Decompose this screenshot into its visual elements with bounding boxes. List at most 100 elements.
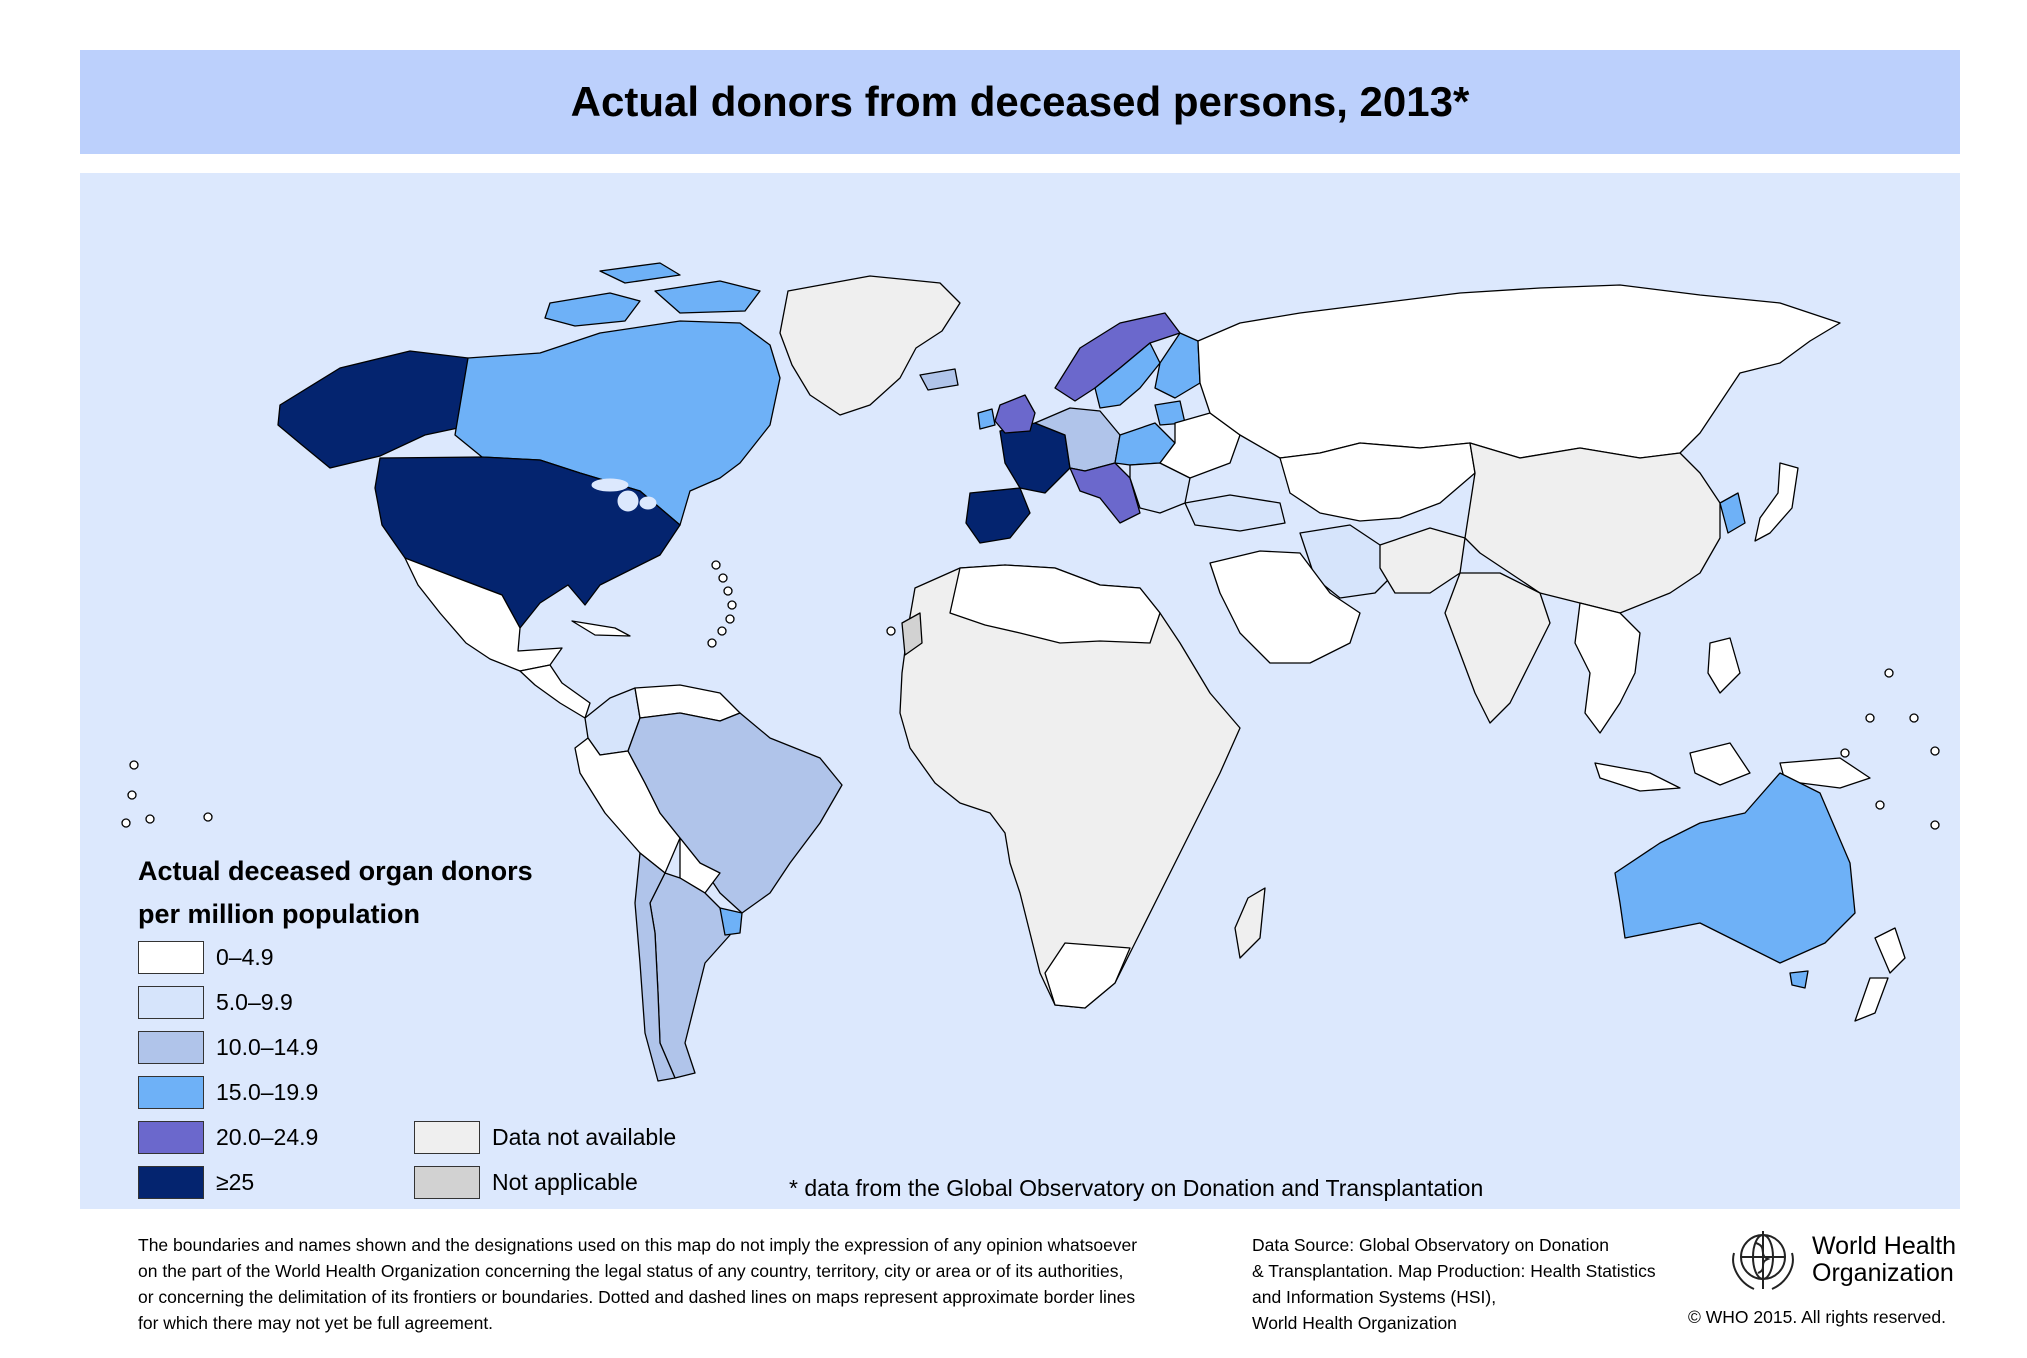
region-south-africa	[1044, 942, 1131, 1009]
region-korea	[1719, 492, 1746, 534]
region-tasmania	[1789, 970, 1809, 989]
region-southeast-asia	[1574, 602, 1641, 734]
legend-label: ≥25	[216, 1169, 255, 1195]
region-arabia	[1209, 550, 1361, 664]
island-marker	[1865, 713, 1875, 723]
legend-swatch	[414, 1121, 480, 1154]
legend-label: 5.0–9.9	[216, 989, 293, 1015]
legend-panel: Actual deceased organ donors per million…	[138, 850, 533, 936]
world-map	[121, 262, 1940, 1082]
region-italy	[1069, 462, 1141, 524]
disclaimer-line: for which there may not yet be full agre…	[138, 1313, 494, 1333]
map-panel	[80, 173, 1960, 1209]
legend-item: ≥25	[138, 1166, 254, 1199]
island-marker	[725, 614, 735, 624]
legend-swatch	[138, 986, 204, 1019]
org-line: Organization	[1812, 1259, 1954, 1287]
region-uruguay	[719, 907, 743, 936]
source-line: World Health Organization	[1252, 1313, 1457, 1333]
region-ireland	[977, 408, 996, 430]
region-alaska	[277, 350, 483, 469]
island-marker	[1884, 668, 1894, 678]
region-andes	[574, 737, 681, 874]
island-marker	[1930, 746, 1940, 756]
disclaimer-line: The boundaries and names shown and the d…	[138, 1235, 1138, 1255]
source-line: and Information Systems (HSI),	[1252, 1287, 1497, 1307]
region-philippines	[1707, 637, 1741, 694]
legend-swatch	[138, 1166, 204, 1199]
legend-swatch	[138, 941, 204, 974]
island-marker	[1875, 800, 1885, 810]
island-marker	[717, 626, 727, 636]
organization-name: World Health Organization	[1812, 1233, 1956, 1287]
legend-label: 15.0–19.9	[216, 1079, 319, 1105]
region-paraguay	[679, 837, 721, 894]
lake-huron	[639, 496, 657, 510]
region-caribbean	[571, 620, 631, 637]
island-marker	[1909, 713, 1919, 723]
region-new-zealand	[1854, 927, 1906, 1022]
data-source: Data Source: Global Observatory on Donat…	[1252, 1232, 1702, 1336]
region-afghanistan	[1379, 527, 1466, 594]
region-india	[1444, 572, 1551, 724]
island-marker	[718, 573, 728, 583]
region-madagascar	[1234, 887, 1266, 959]
island-marker	[203, 812, 213, 822]
source-line: Data Source: Global Observatory on Donat…	[1252, 1235, 1609, 1255]
island-marker	[707, 638, 717, 648]
island-marker	[727, 600, 737, 610]
who-logo: World Health Organization	[1722, 1223, 1956, 1297]
region-uk	[994, 394, 1036, 434]
legend-item: 0–4.9	[138, 941, 274, 974]
footnote: * data from the Global Observatory on Do…	[789, 1175, 1484, 1201]
legend-label: Data not available	[492, 1124, 677, 1150]
legend-swatch	[414, 1166, 480, 1199]
region-north-africa	[949, 564, 1161, 644]
legend-swatch	[138, 1076, 204, 1109]
island-marker	[723, 586, 733, 596]
island-marker	[145, 814, 155, 824]
legend-title-line2: per million population	[138, 899, 420, 929]
who-emblem-icon	[1732, 1231, 1794, 1290]
disclaimer-line: or concerning the delimitation of its fr…	[138, 1287, 1136, 1307]
region-norway	[1054, 312, 1181, 402]
region-iberia	[965, 487, 1031, 544]
island-marker	[1840, 748, 1850, 758]
region-china	[1464, 442, 1721, 614]
legend-item: 15.0–19.9	[138, 1076, 318, 1109]
region-greenland	[779, 275, 961, 416]
island-marker	[127, 790, 137, 800]
title-bar: Actual donors from deceased persons, 201…	[80, 50, 1960, 154]
map-title: Actual donors from deceased persons, 201…	[570, 78, 1470, 125]
legend-swatch	[138, 1031, 204, 1064]
legend-label: 20.0–24.9	[216, 1124, 319, 1150]
region-finland	[1154, 332, 1201, 399]
region-australia	[1614, 772, 1856, 964]
legend-label: 10.0–14.9	[216, 1034, 319, 1060]
disclaimer: The boundaries and names shown and the d…	[138, 1232, 1238, 1336]
region-chile	[634, 852, 676, 1082]
lake-michigan	[617, 490, 639, 512]
copyright: © WHO 2015. All rights reserved.	[1688, 1307, 1946, 1327]
legend-label: Not applicable	[492, 1169, 638, 1195]
legend-item: 10.0–14.9	[138, 1031, 318, 1064]
region-western-sahara	[901, 612, 923, 656]
island-marker	[1930, 820, 1940, 830]
source-line: & Transplantation. Map Production: Healt…	[1252, 1261, 1656, 1281]
island-marker	[129, 760, 139, 770]
legend-item: 5.0–9.9	[138, 986, 293, 1019]
region-iceland	[919, 368, 959, 391]
disclaimer-line: on the part of the World Health Organiza…	[138, 1261, 1124, 1281]
island-marker	[711, 560, 721, 570]
region-central-asia	[1279, 442, 1476, 522]
org-line: World Health	[1812, 1232, 1957, 1260]
legend-label: 0–4.9	[216, 944, 274, 970]
legend-item: 20.0–24.9	[138, 1121, 318, 1154]
island-marker	[886, 626, 896, 636]
region-russia	[1197, 284, 1841, 459]
legend-title-line1: Actual deceased organ donors	[138, 856, 533, 886]
legend-swatch	[138, 1121, 204, 1154]
region-sweden	[1094, 342, 1161, 409]
region-indonesia	[1594, 742, 1871, 792]
island-marker	[121, 818, 131, 828]
